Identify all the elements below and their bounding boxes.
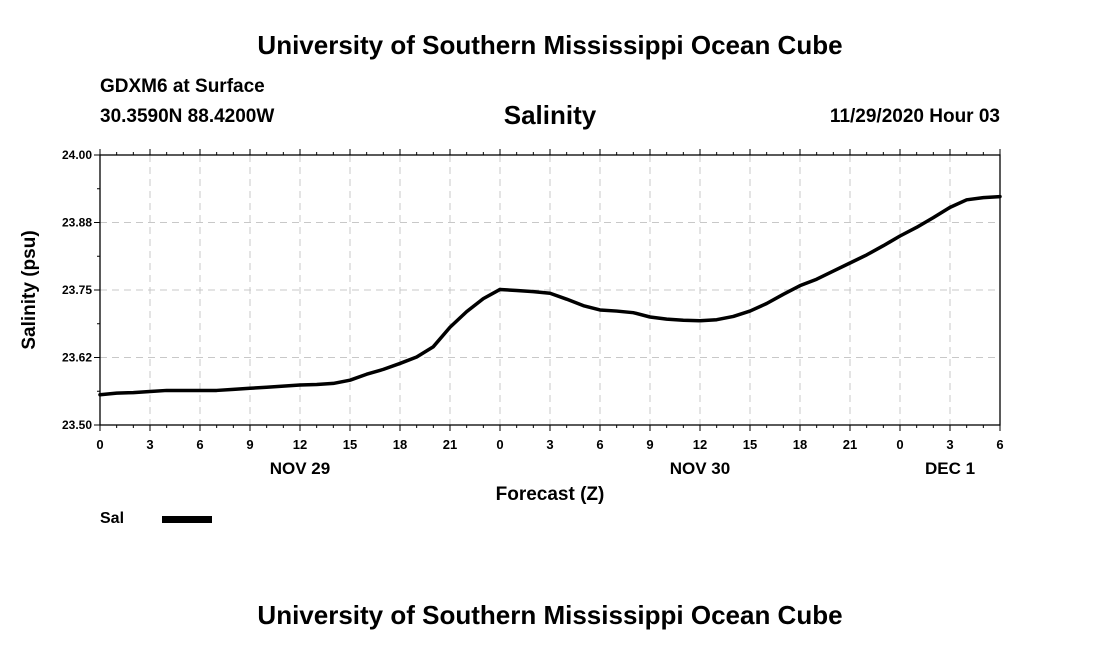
x-tick-label: 18: [793, 437, 807, 452]
x-tick-label: 0: [496, 437, 503, 452]
x-tick-label: 6: [196, 437, 203, 452]
y-tick-label: 23.62: [62, 351, 92, 365]
date-label: DEC 1: [925, 459, 975, 478]
y-tick-label: 23.88: [62, 216, 92, 230]
x-tick-label: 9: [246, 437, 253, 452]
coordinates-label: 30.3590N 88.4200W: [100, 106, 275, 127]
x-tick-label: 3: [946, 437, 953, 452]
legend-swatch: [162, 516, 212, 523]
x-tick-label: 15: [743, 437, 757, 452]
axis-ticks: [94, 149, 1001, 431]
x-tick-label: 3: [546, 437, 553, 452]
x-tick-label: 6: [996, 437, 1003, 452]
x-tick-label: 21: [843, 437, 857, 452]
forecast-datetime: 11/29/2020 Hour 03: [829, 106, 1000, 127]
chart-title: Salinity: [503, 100, 597, 130]
date-label: NOV 29: [270, 459, 330, 478]
top-title: University of Southern Mississippi Ocean…: [257, 30, 843, 60]
legend-label: Sal: [100, 510, 125, 527]
x-tick-label: 3: [146, 437, 153, 452]
salinity-series-line: [98, 194, 1002, 397]
x-tick-label: 0: [96, 437, 103, 452]
x-tick-label: 15: [343, 437, 357, 452]
y-tick-label: 23.75: [62, 283, 92, 297]
x-tick-label: 12: [693, 437, 707, 452]
y-axis-title: Salinity (psu): [19, 230, 40, 349]
x-tick-label: 0: [896, 437, 903, 452]
x-tick-label: 12: [293, 437, 307, 452]
y-tick-label: 23.50: [62, 418, 92, 432]
x-tick-labels: 0 3 6 9 12 15 18 21 0 3 6 9 12 15 18 21 0 3 6: [96, 437, 1003, 452]
y-tick-label: 24.00: [62, 148, 92, 162]
x-axis-title: Forecast (Z): [496, 484, 605, 505]
x-tick-label: 9: [646, 437, 653, 452]
date-label: NOV 30: [670, 459, 730, 478]
date-labels: NOV 29 NOV 30 DEC 1: [270, 459, 975, 478]
grid-lines: [100, 155, 1000, 425]
x-tick-label: 18: [393, 437, 407, 452]
x-tick-label: 6: [596, 437, 603, 452]
x-tick-label: 21: [443, 437, 457, 452]
y-tick-labels: 24.00 23.88 23.75 23.62 23.50: [62, 148, 92, 432]
station-label: GDXM6 at Surface: [100, 76, 265, 97]
bottom-title: University of Southern Mississippi Ocean…: [257, 600, 843, 630]
